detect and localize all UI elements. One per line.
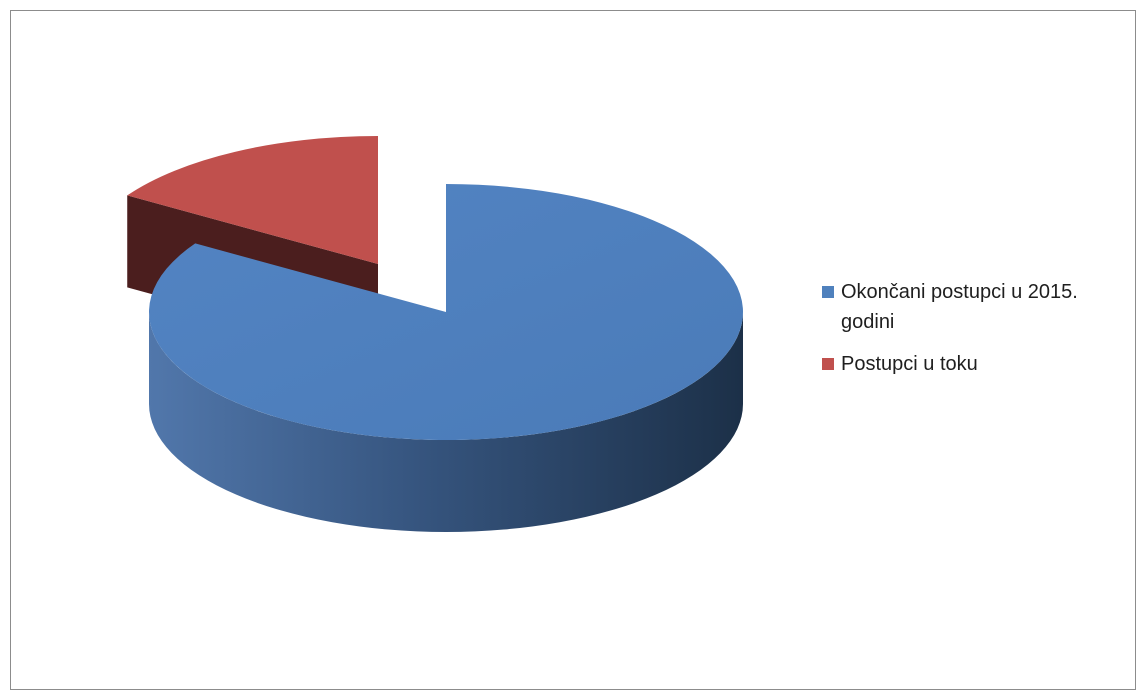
legend-swatch-1 bbox=[822, 358, 834, 370]
slice-0-wall bbox=[149, 312, 743, 532]
legend-label-1: Postupci u toku bbox=[841, 353, 978, 375]
legend-item-0: Okončani postupci u 2015. godini bbox=[822, 277, 1122, 337]
legend-item-1: Postupci u toku bbox=[822, 349, 1122, 379]
legend: Okončani postupci u 2015. godini Postupc… bbox=[822, 277, 1122, 391]
legend-swatch-0 bbox=[822, 286, 834, 298]
slice-1-top bbox=[127, 136, 378, 264]
slice-0-top bbox=[148, 184, 743, 440]
legend-label-0: Okončani postupci u 2015. godini bbox=[841, 281, 1078, 333]
